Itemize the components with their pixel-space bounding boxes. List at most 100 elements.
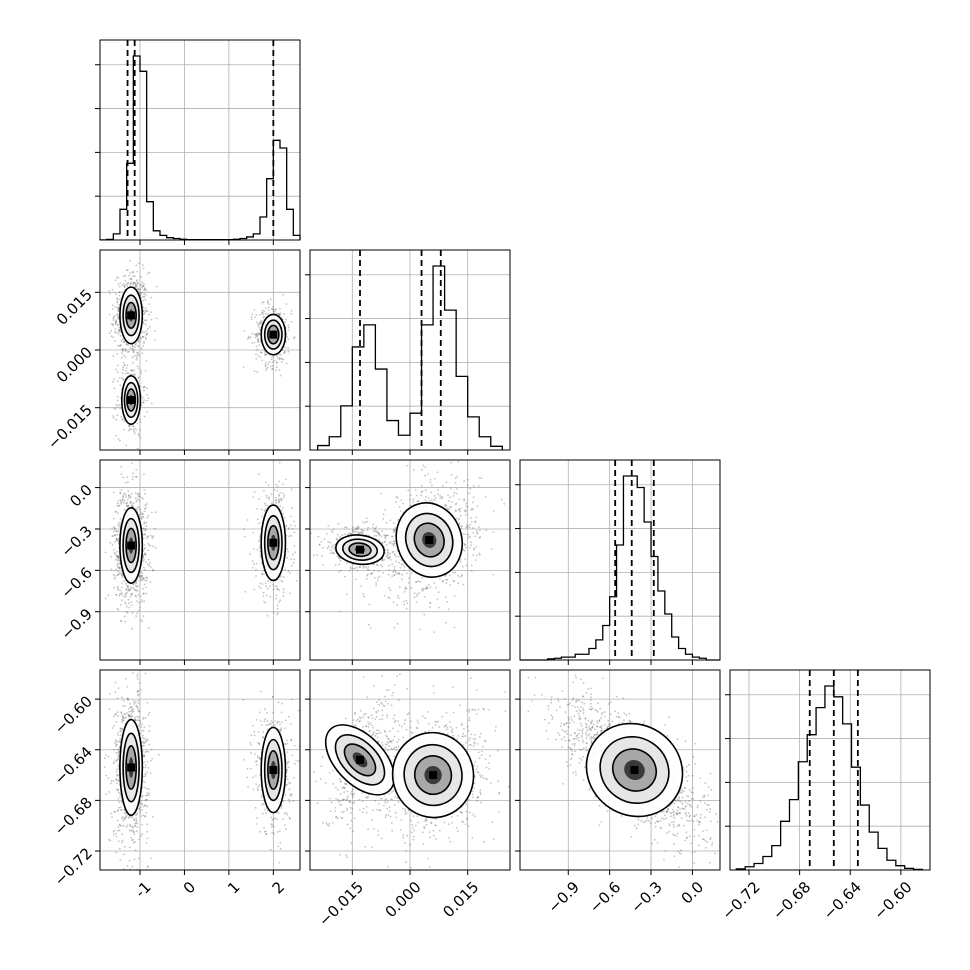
sample-point — [125, 716, 127, 719]
sample-point — [138, 711, 141, 713]
sample-point — [282, 506, 285, 509]
sample-point — [372, 523, 375, 526]
sample-point — [388, 569, 391, 571]
sample-point — [111, 288, 114, 291]
sample-point — [392, 601, 395, 604]
sample-point — [144, 323, 147, 326]
sample-point — [288, 527, 290, 529]
sample-point — [472, 508, 475, 511]
sample-point — [359, 565, 361, 568]
sample-point — [249, 553, 251, 555]
sample-point — [125, 595, 127, 598]
sample-point — [116, 585, 119, 588]
sample-point — [263, 354, 266, 357]
sample-point — [132, 373, 135, 375]
sample-point — [295, 579, 298, 582]
sample-point — [260, 351, 263, 354]
sample-point — [385, 543, 388, 546]
sample-point — [142, 556, 145, 559]
sample-point — [384, 509, 387, 511]
sample-point — [396, 496, 399, 499]
sample-point — [118, 748, 120, 751]
sample-point — [112, 715, 115, 718]
sample-point — [147, 397, 150, 400]
sample-point — [268, 303, 270, 305]
sample-point — [428, 583, 430, 586]
sample-point — [255, 321, 258, 324]
sample-point — [141, 496, 144, 499]
sample-point — [118, 330, 121, 332]
sample-point — [464, 558, 467, 561]
sample-point — [130, 493, 133, 495]
sample-point — [130, 604, 133, 607]
sample-point — [146, 805, 149, 808]
sample-point — [425, 495, 427, 498]
sample-point — [145, 737, 148, 740]
sample-point — [374, 527, 377, 530]
sample-point — [367, 526, 370, 529]
sample-point — [137, 494, 140, 496]
sample-point — [117, 806, 120, 809]
sample-point — [119, 344, 121, 347]
sample-point — [126, 698, 129, 700]
sample-point — [120, 356, 123, 359]
sample-point — [267, 300, 269, 303]
sample-point — [398, 586, 401, 589]
sample-point — [132, 583, 135, 585]
sample-point — [116, 697, 119, 700]
sample-point — [143, 313, 146, 315]
sample-point — [117, 317, 119, 320]
sample-point — [252, 531, 255, 534]
sample-point — [131, 348, 133, 350]
sample-point — [146, 332, 149, 335]
sample-point — [114, 510, 117, 513]
sample-point — [470, 508, 473, 511]
sample-point — [142, 402, 145, 404]
sample-point — [113, 810, 116, 813]
sample-point — [119, 859, 122, 861]
sample-point — [135, 585, 138, 588]
sample-point — [142, 593, 145, 595]
sample-point — [135, 476, 138, 478]
sample-point — [139, 284, 142, 286]
sample-point — [117, 317, 120, 320]
sample-point — [135, 264, 138, 267]
sample-point — [430, 499, 433, 501]
sample-point — [258, 535, 261, 538]
sample-point — [472, 531, 475, 534]
sample-point — [289, 592, 291, 595]
sample-point — [117, 283, 120, 286]
sample-point — [146, 516, 149, 519]
sample-point — [387, 551, 389, 554]
sample-point — [334, 543, 336, 546]
sample-point — [263, 502, 266, 505]
sample-point — [438, 606, 440, 609]
sample-point — [112, 833, 115, 836]
sample-point — [474, 520, 476, 523]
sample-point — [135, 595, 138, 598]
sample-point — [123, 428, 126, 431]
sample-point — [143, 583, 146, 586]
sample-point — [126, 284, 129, 287]
sample-point — [463, 550, 466, 552]
sample-point — [386, 554, 388, 557]
sample-point — [144, 764, 147, 766]
sample-point — [126, 612, 129, 614]
sample-point — [125, 283, 128, 286]
sample-point — [142, 666, 144, 668]
sample-point — [290, 534, 292, 537]
sample-point — [414, 489, 417, 491]
sample-point — [129, 502, 132, 504]
sample-point — [276, 604, 279, 607]
sample-point — [135, 615, 138, 617]
sample-point — [254, 336, 257, 339]
sample-point — [367, 568, 370, 571]
sample-point — [393, 574, 396, 576]
sample-point — [132, 351, 135, 353]
sample-point — [143, 815, 146, 818]
sample-point — [387, 554, 390, 556]
sample-point — [285, 524, 288, 527]
sample-point — [111, 816, 113, 819]
sample-point — [137, 693, 140, 696]
sample-point — [278, 480, 280, 483]
